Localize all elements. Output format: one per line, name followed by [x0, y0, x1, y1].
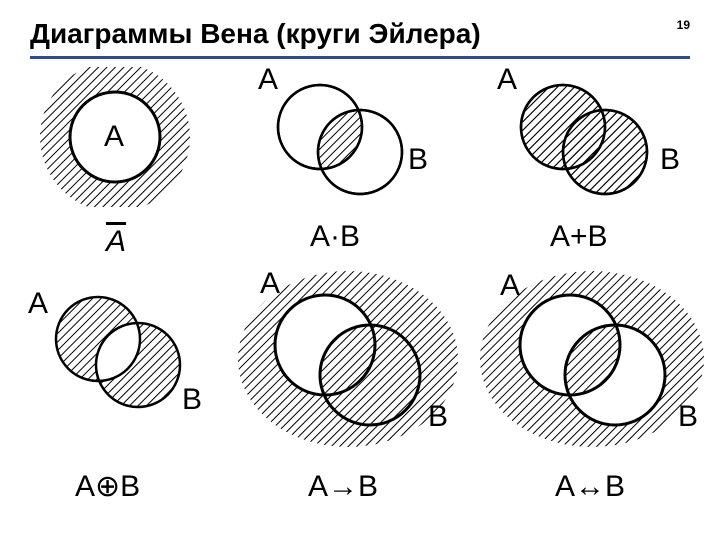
caption-equiv: A↔B	[555, 472, 625, 502]
label-b: B	[408, 145, 428, 175]
diagram-impl: A B A→B	[230, 267, 470, 447]
label-a: A	[500, 271, 520, 301]
diagram-xor: A B A⊕B	[20, 277, 240, 427]
page-number: 19	[677, 18, 690, 32]
diagram-grid: A A A B A·B	[30, 67, 690, 507]
caption-xor: A⊕B	[75, 472, 140, 502]
diagram-or: A B A+B	[475, 67, 695, 207]
label-b: B	[660, 145, 680, 175]
label-a: A	[260, 269, 280, 299]
label-a: A	[104, 122, 124, 152]
diagram-equiv: A B A↔B	[470, 267, 710, 447]
diagram-not-a: A A	[30, 67, 230, 207]
label-b: B	[182, 385, 202, 415]
label-b: B	[678, 402, 698, 432]
caption-and: A·B	[310, 222, 360, 252]
diagram-and: A B A·B	[240, 67, 460, 207]
title-rule	[30, 56, 690, 59]
page-title: Диаграммы Вена (круги Эйлера)	[30, 18, 481, 50]
label-b: B	[428, 402, 448, 432]
caption-or: A+B	[550, 222, 608, 252]
label-a: A	[258, 65, 278, 95]
caption-not-a: A	[106, 227, 126, 257]
caption-impl: A→B	[308, 472, 378, 502]
label-a: A	[28, 289, 48, 319]
label-a: A	[497, 65, 517, 95]
